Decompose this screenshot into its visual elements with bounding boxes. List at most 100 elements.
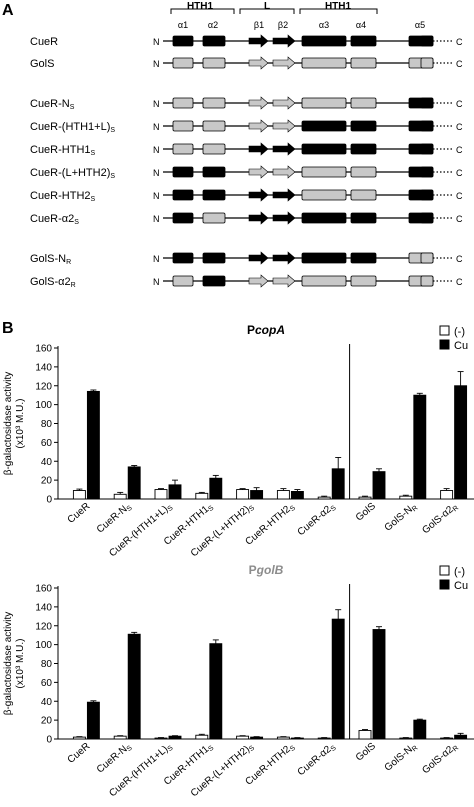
helix-element [301, 275, 347, 287]
strand-element [272, 96, 296, 110]
y-tick-label: 80 [41, 659, 53, 670]
x-tick-label-main: CueR-α2 [296, 504, 334, 539]
x-tick-label-main: CueR-α2 [296, 744, 334, 779]
y-axis-label: β-galactosidase activity [3, 612, 14, 716]
helix-element [301, 212, 347, 224]
strand-element [248, 251, 269, 265]
helix-element [420, 166, 434, 178]
row-label-sub: R [71, 282, 76, 289]
n-terminus-label: N [153, 168, 160, 178]
legend-label: (-) [454, 326, 465, 338]
helix-element [301, 57, 347, 69]
y-tick-label: 20 [41, 716, 53, 727]
row-label-sub: S [91, 150, 96, 157]
helix-element [301, 252, 347, 264]
y-tick-label: 120 [35, 621, 52, 632]
legend-label: Cu [454, 340, 468, 352]
y-tick-label: 60 [41, 678, 53, 689]
bar-cu [250, 490, 264, 500]
y-tick-label: 40 [41, 457, 53, 468]
helix-element [202, 35, 226, 47]
bar-cu [331, 618, 345, 740]
row-label: CueR-NS [30, 98, 75, 111]
domain-label-hth1-left: HTH1 [187, 1, 214, 12]
bar-minus [358, 730, 372, 740]
x-tick-label-main: CueR [66, 741, 93, 766]
helix-element [172, 97, 194, 109]
row-label-main: CueR [30, 36, 58, 48]
bar-cu [86, 701, 100, 740]
helix-element [301, 166, 347, 178]
bar-cu [454, 734, 468, 740]
row-label-sub: S [91, 196, 96, 203]
n-terminus-label: N [153, 145, 160, 155]
bar-cu [86, 390, 100, 500]
row-label-main: CueR-α2 [30, 213, 74, 225]
strand-element [248, 188, 269, 202]
row-label-main: CueR-N [30, 98, 70, 110]
y-tick-label: 0 [46, 735, 52, 746]
legend-label: (-) [454, 566, 465, 578]
row-label: CueR-α2S [30, 213, 79, 226]
legend-label: Cu [454, 580, 468, 592]
bar-cu [413, 719, 427, 740]
helix-element [301, 120, 347, 132]
n-terminus-label: N [153, 99, 160, 109]
row-label-main: GolS-α2 [30, 276, 71, 288]
c-terminus-label: C [456, 191, 463, 201]
x-tick-label: GolS-NR [383, 741, 420, 775]
c-terminus-label: C [456, 214, 463, 224]
bar-cu [209, 477, 223, 500]
helix-element [202, 189, 226, 201]
x-tick-label-main: GolS-α2 [420, 504, 456, 536]
strand-element [248, 119, 269, 133]
y-tick-label: 0 [46, 495, 52, 506]
x-tick-label: CueR-NS [95, 501, 134, 537]
x-tick-label: CueR [66, 501, 93, 526]
n-terminus-label: N [153, 59, 160, 69]
helix-element [420, 120, 434, 132]
bar-minus [236, 735, 250, 740]
panel-a-label: A [2, 2, 14, 19]
x-tick-label-sub: S [289, 744, 297, 753]
strand-element [248, 165, 269, 179]
strand-element [272, 188, 296, 202]
x-tick-label-sub: S [126, 744, 134, 753]
bar-minus [72, 736, 86, 740]
bar-minus [440, 490, 454, 500]
c-terminus-label: C [456, 37, 463, 47]
strand-element [272, 34, 296, 48]
strand-element [248, 211, 269, 225]
y-axis-unit-label: (x10³ M.U.) [15, 639, 26, 689]
chart-title-gene: copA [255, 323, 285, 337]
row-label-main: CueR-HTH2 [30, 190, 91, 202]
bar-minus [399, 495, 413, 500]
row-label-main: CueR-(HTH1+L) [30, 121, 110, 133]
bar-cu [413, 394, 427, 500]
x-tick-label-sub: R [452, 745, 460, 754]
x-tick-label-main: GolS-N [383, 504, 415, 534]
domain-label-hth1-right: HTH1 [325, 1, 352, 12]
strand-element [272, 56, 296, 70]
row-label: GolS-NR [30, 253, 71, 266]
element-label-a3: α3 [319, 20, 329, 30]
x-tick-label-main: GolS [354, 501, 378, 524]
element-label-a2: α2 [208, 20, 218, 30]
y-tick-label: 120 [35, 381, 52, 392]
helix-element [301, 35, 347, 47]
helix-element [420, 252, 434, 264]
bar-minus [113, 735, 127, 740]
x-tick-label: CueR-NS [95, 741, 134, 777]
strand-element [248, 96, 269, 110]
n-terminus-label: N [153, 191, 160, 201]
chart-title-gene: golB [256, 563, 284, 577]
domain-brackets [170, 8, 378, 14]
x-tick-label: CueR-α2S [296, 741, 338, 779]
bar-minus [358, 496, 372, 500]
x-tick-label: GolS-NR [383, 501, 420, 535]
c-terminus-label: C [456, 122, 463, 132]
strand-element [248, 34, 269, 48]
helix-element [350, 212, 377, 224]
element-label-b1: β1 [254, 20, 264, 30]
